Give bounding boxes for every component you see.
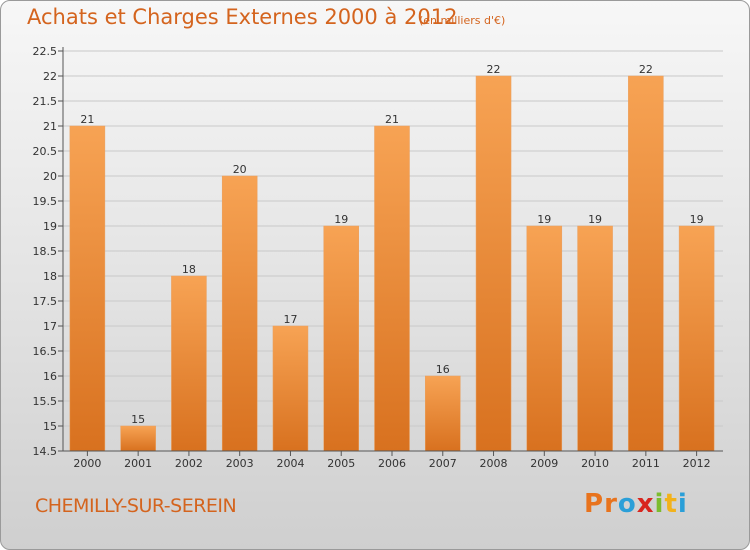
bar bbox=[475, 75, 512, 452]
y-tick-label: 20 bbox=[43, 170, 57, 183]
y-tick-label: 18 bbox=[43, 270, 57, 283]
bar bbox=[425, 375, 461, 452]
proxiti-logo[interactable]: Proxiti bbox=[584, 489, 688, 519]
y-tick-label: 17 bbox=[43, 320, 57, 333]
y-tick-label: 20.5 bbox=[33, 145, 58, 158]
logo-letter: i bbox=[654, 489, 665, 519]
x-tick-label: 2001 bbox=[124, 457, 152, 470]
y-tick-label: 14.5 bbox=[33, 445, 58, 458]
bar-value-label: 20 bbox=[233, 163, 247, 176]
bar bbox=[272, 325, 309, 452]
x-tick-label: 2003 bbox=[226, 457, 254, 470]
y-tick-label: 18.5 bbox=[33, 245, 58, 258]
commune-name: CHEMILLY-SUR-SEREIN bbox=[35, 495, 237, 517]
bar-value-label: 19 bbox=[588, 213, 602, 226]
logo-letter: i bbox=[677, 489, 688, 519]
y-tick-label: 15 bbox=[43, 420, 57, 433]
x-tick-label: 2007 bbox=[429, 457, 457, 470]
bar bbox=[323, 225, 359, 452]
x-tick-label: 2005 bbox=[327, 457, 355, 470]
x-tick-label: 2002 bbox=[175, 457, 203, 470]
x-tick-label: 2012 bbox=[683, 457, 711, 470]
bar-value-label: 18 bbox=[182, 263, 196, 276]
x-tick-label: 2006 bbox=[378, 457, 406, 470]
bar bbox=[221, 175, 258, 452]
chart-title: Achats et Charges Externes 2000 à 2012 bbox=[27, 5, 458, 29]
x-tick-label: 2009 bbox=[530, 457, 558, 470]
bar-value-label: 15 bbox=[131, 413, 145, 426]
bar-value-label: 22 bbox=[487, 63, 501, 76]
logo-letter: t bbox=[664, 489, 678, 519]
bar bbox=[374, 125, 410, 452]
y-tick-label: 16.5 bbox=[33, 345, 58, 358]
bar bbox=[171, 275, 207, 452]
y-tick-label: 15.5 bbox=[33, 395, 58, 408]
x-tick-label: 2010 bbox=[581, 457, 609, 470]
bar-value-label: 19 bbox=[690, 213, 704, 226]
bar-value-label: 21 bbox=[385, 113, 399, 126]
y-tick-label: 19.5 bbox=[33, 195, 58, 208]
bar bbox=[628, 75, 664, 452]
logo-letter: o bbox=[617, 489, 637, 519]
bar-value-label: 16 bbox=[436, 363, 450, 376]
bar-value-label: 21 bbox=[80, 113, 94, 126]
y-tick-label: 19 bbox=[43, 220, 57, 233]
y-tick-label: 22 bbox=[43, 70, 57, 83]
x-tick-label: 2004 bbox=[276, 457, 304, 470]
y-tick-label: 22.5 bbox=[33, 45, 58, 58]
x-tick-label: 2000 bbox=[73, 457, 101, 470]
bar bbox=[69, 125, 106, 452]
x-tick-label: 2011 bbox=[632, 457, 660, 470]
bar bbox=[678, 225, 715, 452]
bar bbox=[577, 225, 613, 452]
bar-value-label: 17 bbox=[283, 313, 297, 326]
logo-letter: r bbox=[604, 489, 618, 519]
bar bbox=[526, 225, 563, 452]
chart-unit: (en milliers d'€) bbox=[419, 14, 506, 27]
y-tick-label: 21.5 bbox=[33, 95, 58, 108]
bar-value-label: 22 bbox=[639, 63, 653, 76]
bar-value-label: 19 bbox=[537, 213, 551, 226]
y-tick-label: 21 bbox=[43, 120, 57, 133]
logo-letter: x bbox=[636, 489, 655, 519]
bar bbox=[120, 425, 156, 452]
logo-letter: P bbox=[584, 489, 605, 519]
x-tick-label: 2008 bbox=[480, 457, 508, 470]
y-tick-label: 16 bbox=[43, 370, 57, 383]
axes: 14.5 15 15.5 16 16.5 17 17.5 18 18.5 19 19.5 20 20.5… bbox=[33, 45, 723, 470]
bar-value-label: 19 bbox=[334, 213, 348, 226]
bars: 21 15 18 20 17 19 21 16 22 19 19 22 19 bbox=[69, 63, 715, 452]
y-tick-label: 17.5 bbox=[33, 295, 58, 308]
